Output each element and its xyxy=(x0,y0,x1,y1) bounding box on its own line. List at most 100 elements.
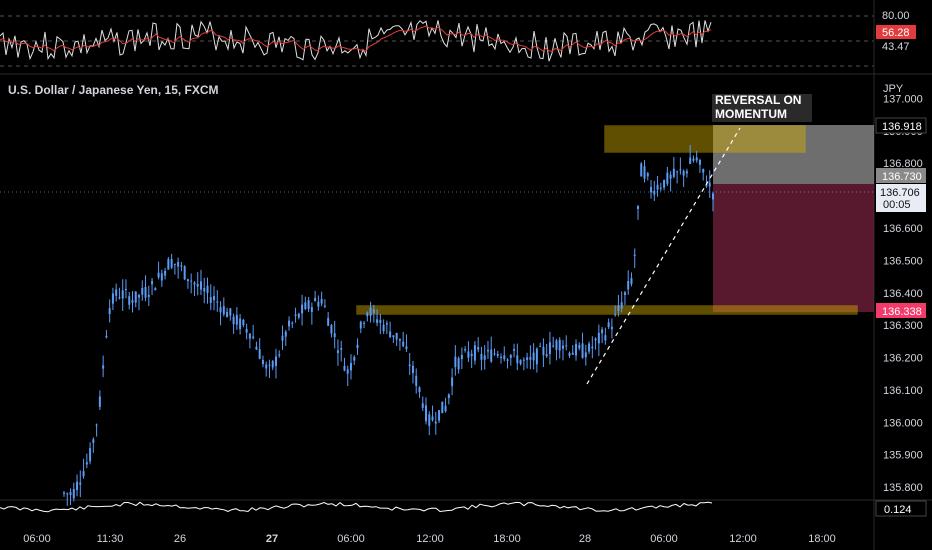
candle-body xyxy=(571,352,574,355)
loss-zone xyxy=(713,184,874,312)
candle-body xyxy=(356,344,359,349)
candle-body xyxy=(183,266,186,280)
time-tick-label: 27 xyxy=(266,533,278,545)
candle-body xyxy=(304,302,307,310)
candle-body xyxy=(467,351,470,358)
candle-body xyxy=(705,184,708,187)
candle-body xyxy=(447,394,450,399)
candle-body xyxy=(138,295,141,298)
candle-body xyxy=(89,448,92,462)
candle-body xyxy=(232,316,235,325)
candle-body xyxy=(591,346,594,349)
candle-body xyxy=(118,297,121,299)
last-price-label: 136.706 xyxy=(880,187,920,199)
candle-body xyxy=(418,387,421,393)
candle-body xyxy=(265,364,268,369)
candle-body xyxy=(281,335,284,341)
candle-body xyxy=(623,292,626,296)
candle-body xyxy=(160,273,163,281)
candle-body xyxy=(154,288,157,291)
stop-price-tag xyxy=(876,303,926,318)
price-tick-label: 136.600 xyxy=(883,223,923,235)
candle-body xyxy=(229,308,232,316)
candle-body xyxy=(213,295,216,301)
annotation-text: MOMENTUM xyxy=(715,107,787,121)
candle-body xyxy=(513,348,516,351)
candle-body xyxy=(493,353,496,355)
candle-body xyxy=(216,301,219,303)
candle-body xyxy=(519,360,522,364)
time-tick-label: 26 xyxy=(174,533,186,545)
candle-body xyxy=(679,169,682,171)
candle-body xyxy=(444,405,447,412)
candle-body xyxy=(398,338,401,341)
candle-body xyxy=(392,335,395,338)
candle-body xyxy=(597,332,600,344)
candle-body xyxy=(676,171,679,173)
candle-body xyxy=(291,322,294,324)
candle-body xyxy=(395,332,398,340)
candle-body xyxy=(666,172,669,184)
candle-body xyxy=(222,306,225,315)
candle-body xyxy=(379,319,382,323)
candle-body xyxy=(558,339,561,351)
candle-body xyxy=(294,314,297,316)
candle-body xyxy=(323,305,326,307)
candle-body xyxy=(245,328,248,333)
rsi-value-label: 56.28 xyxy=(882,27,910,39)
candle-body xyxy=(76,481,79,490)
candle-body xyxy=(206,285,209,293)
candle-body xyxy=(336,350,339,353)
candle-body xyxy=(369,307,372,316)
candle-body xyxy=(124,288,127,291)
candle-body xyxy=(441,401,444,414)
candle-body xyxy=(411,365,414,374)
bottom-indicator-line xyxy=(0,501,713,513)
price-tick-label: 136.300 xyxy=(883,320,923,332)
candle-body xyxy=(659,187,662,189)
candle-body xyxy=(157,272,160,278)
currency-label: JPY xyxy=(883,83,904,95)
time-tick-label: 28 xyxy=(579,533,591,545)
candle-body xyxy=(526,357,529,360)
candle-body xyxy=(164,270,167,276)
candle-body xyxy=(490,349,493,362)
candle-body xyxy=(255,346,258,350)
candle-body xyxy=(702,168,705,173)
candle-body xyxy=(640,163,643,177)
candle-body xyxy=(141,288,144,295)
candle-body xyxy=(555,340,558,350)
candle-body xyxy=(297,313,300,318)
candle-body xyxy=(105,335,108,338)
candle-body xyxy=(682,170,685,176)
candle-body xyxy=(415,375,418,386)
candle-body xyxy=(689,157,692,164)
candle-body xyxy=(363,322,366,324)
candle-body xyxy=(301,304,304,314)
support-zone xyxy=(356,305,858,315)
candle-body xyxy=(477,347,480,350)
candle-body xyxy=(186,279,189,282)
time-tick-label: 12:00 xyxy=(416,533,444,545)
candle-body xyxy=(63,492,65,494)
bottom-indicator-value: 0.124 xyxy=(884,504,912,516)
candle-body xyxy=(535,348,538,365)
candle-body xyxy=(346,369,349,374)
entry-price-label: 136.730 xyxy=(882,171,922,183)
candle-body xyxy=(594,338,597,341)
candle-body xyxy=(486,349,489,352)
price-tick-label: 135.900 xyxy=(883,450,923,462)
candle-body xyxy=(588,343,591,352)
candle-body xyxy=(575,343,578,356)
candle-body xyxy=(82,471,85,477)
candle-body xyxy=(314,297,317,302)
price-tick-label: 135.800 xyxy=(883,482,923,494)
candle-body xyxy=(177,261,180,267)
candle-body xyxy=(98,396,101,407)
rsi-average-line xyxy=(0,25,712,52)
candle-body xyxy=(180,265,183,267)
candle-body xyxy=(226,311,229,318)
candle-body xyxy=(428,414,431,426)
price-tick-label: 136.200 xyxy=(883,353,923,365)
